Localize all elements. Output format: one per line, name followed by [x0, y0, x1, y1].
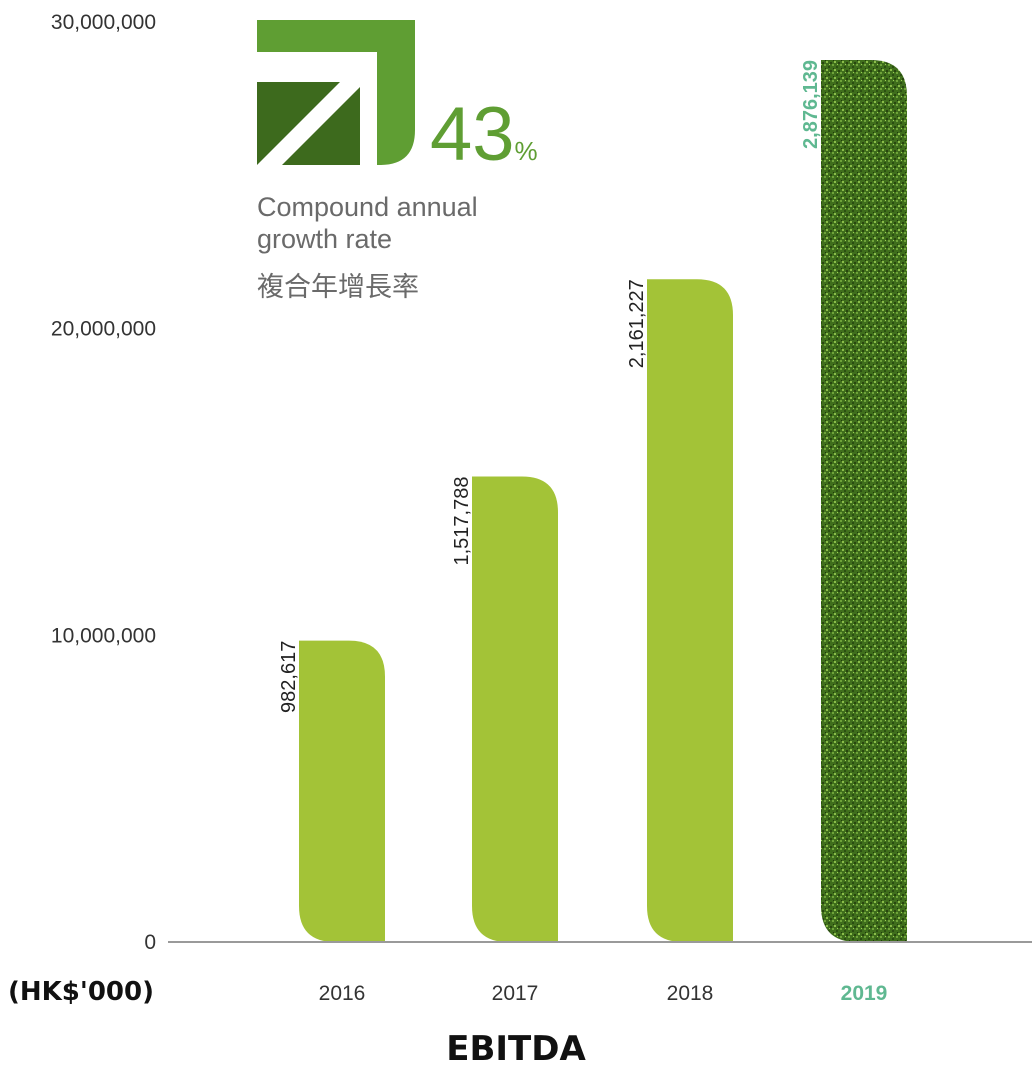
bar-2017 [472, 476, 558, 942]
value-label-2016: 982,617 [278, 641, 300, 713]
value-label-2017: 1,517,788 [451, 477, 473, 566]
growth-arrow-icon [257, 20, 415, 165]
value-label-2018: 2,161,227 [626, 279, 648, 368]
cagr-line-3: 複合年增長率 [257, 272, 419, 302]
bars [299, 59, 907, 943]
x-axis: 2016 2017 2018 2019 [319, 982, 888, 1005]
unit-label: (HK$'000) [8, 977, 154, 1007]
bar-2018 [647, 279, 733, 942]
y-tick-label: 20,000,000 [51, 318, 156, 341]
x-tick-label-2017: 2017 [492, 982, 539, 1005]
cagr-line-1: Compound annual [257, 192, 478, 222]
icon-arrow-wedge [282, 87, 360, 165]
chart-title: EBITDA [446, 1029, 586, 1069]
value-label-2019: 2,876,139 [800, 60, 822, 149]
cagr-value: 43% [430, 92, 538, 177]
y-tick-label: 30,000,000 [51, 11, 156, 34]
y-tick-label: 0 [144, 931, 156, 954]
y-tick-label: 10,000,000 [51, 624, 156, 647]
bar-2016 [299, 640, 385, 942]
cagr-callout: 43% Compound annual growth rate 複合年增長率 [257, 20, 538, 302]
icon-arrow-triangle [257, 82, 340, 165]
cagr-line-2: growth rate [257, 224, 392, 254]
bar-2019 [821, 59, 907, 943]
x-tick-label-2018: 2018 [667, 982, 714, 1005]
value-labels: 982,617 1,517,788 2,161,227 2,876,139 [278, 60, 822, 713]
x-tick-label-2019: 2019 [841, 982, 888, 1005]
cagr-percent-sign: % [515, 136, 538, 166]
cagr-number: 43 [430, 92, 515, 177]
y-axis: 0 10,000,000 20,000,000 30,000,000 [51, 11, 156, 954]
x-tick-label-2016: 2016 [319, 982, 366, 1005]
